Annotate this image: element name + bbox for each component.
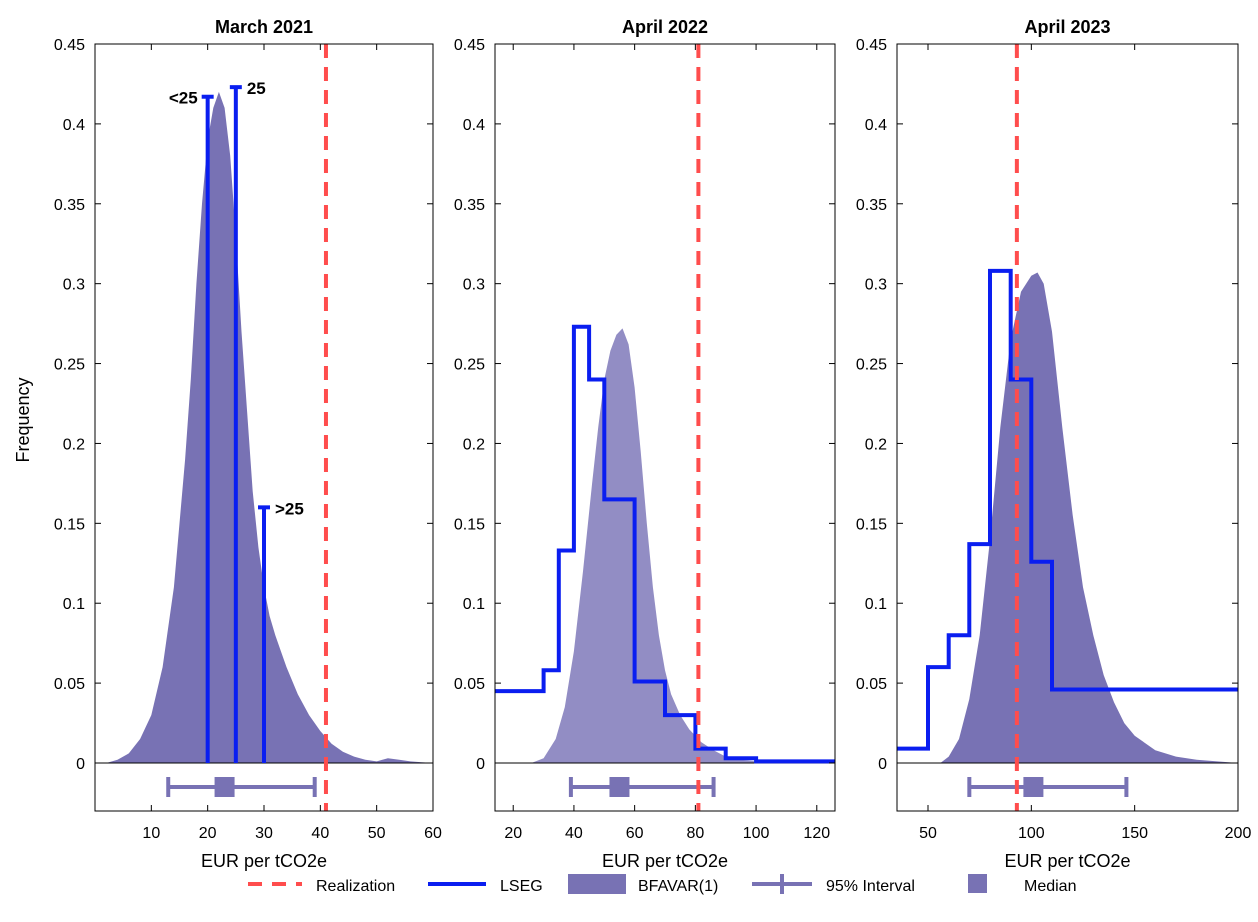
legend-median-label: Median bbox=[1024, 878, 1076, 895]
x-tick-label: 40 bbox=[311, 825, 329, 842]
y-axis-label: Frequency bbox=[13, 377, 33, 462]
y-tick-label: 0.3 bbox=[463, 277, 485, 294]
y-tick-label: 0.15 bbox=[54, 516, 85, 533]
y-tick-label: 0.15 bbox=[454, 516, 485, 533]
y-tick-label: 0.25 bbox=[454, 357, 485, 374]
x-axis-label: EUR per tCO2e bbox=[201, 851, 327, 871]
x-axis-label: EUR per tCO2e bbox=[1004, 851, 1130, 871]
legend-lseg-label: LSEG bbox=[500, 878, 543, 895]
lseg-step-line bbox=[897, 268, 1238, 751]
y-tick-label: 0.15 bbox=[856, 516, 887, 533]
density-area bbox=[106, 91, 434, 763]
x-tick-label: 200 bbox=[1225, 825, 1252, 842]
y-tick-label: 0.35 bbox=[454, 197, 485, 214]
density-area bbox=[531, 328, 835, 763]
y-tick-label: 0.4 bbox=[63, 117, 85, 134]
y-tick-label: 0 bbox=[878, 756, 887, 773]
x-axis-label: EUR per tCO2e bbox=[602, 851, 728, 871]
y-tick-label: 0.2 bbox=[463, 436, 485, 453]
x-tick-label: 50 bbox=[919, 825, 937, 842]
median-marker bbox=[1023, 777, 1044, 797]
y-tick-label: 0.4 bbox=[463, 117, 485, 134]
legend-median-swatch bbox=[968, 874, 987, 893]
y-tick-label: 0.05 bbox=[54, 676, 85, 693]
x-tick-label: 60 bbox=[626, 825, 644, 842]
y-tick-label: 0.45 bbox=[856, 37, 887, 54]
x-tick-label: 20 bbox=[199, 825, 217, 842]
y-tick-label: 0.05 bbox=[856, 676, 887, 693]
legend: Realization LSEG BFAVAR(1) 95% Interval … bbox=[248, 874, 1076, 895]
y-tick-label: 0.3 bbox=[865, 277, 887, 294]
x-tick-label: 10 bbox=[142, 825, 160, 842]
lseg-stem-label: <25 bbox=[169, 89, 198, 108]
median-marker bbox=[214, 777, 235, 797]
x-tick-label: 60 bbox=[424, 825, 442, 842]
y-tick-label: 0.1 bbox=[865, 596, 887, 613]
panel-title: April 2022 bbox=[622, 17, 708, 37]
panel-1: <25 25 >25 0 0.05 0.1 0.15 0.2 0.25 0.3 0.35 0.4 0.4… bbox=[54, 17, 442, 871]
x-tick-label: 80 bbox=[686, 825, 704, 842]
y-tick-label: 0.45 bbox=[454, 37, 485, 54]
panel-title: April 2023 bbox=[1024, 17, 1110, 37]
x-tick-label: 150 bbox=[1121, 825, 1148, 842]
legend-interval-label: 95% Interval bbox=[826, 878, 915, 895]
y-tick-label: 0.05 bbox=[454, 676, 485, 693]
lseg-stem-label: >25 bbox=[275, 499, 304, 518]
median-marker bbox=[609, 777, 630, 797]
panel-3: 0 0.05 0.1 0.15 0.2 0.25 0.3 0.35 0.4 0.45 50 100 15… bbox=[856, 17, 1252, 871]
y-tick-label: 0.25 bbox=[856, 357, 887, 374]
panel-title: March 2021 bbox=[215, 17, 313, 37]
density-area bbox=[940, 272, 1238, 763]
panel-2: 0 0.05 0.1 0.15 0.2 0.25 0.3 0.35 0.4 0.45 20 40 60 8… bbox=[454, 17, 836, 871]
legend-realization-label: Realization bbox=[316, 878, 395, 895]
axes-box bbox=[494, 43, 836, 812]
x-tick-label: 100 bbox=[1018, 825, 1045, 842]
y-tick-label: 0.35 bbox=[856, 197, 887, 214]
x-tick-label: 50 bbox=[368, 825, 386, 842]
y-tick-label: 0.35 bbox=[54, 197, 85, 214]
y-tick-label: 0 bbox=[476, 756, 485, 773]
y-tick-label: 0.2 bbox=[865, 436, 887, 453]
y-tick-label: 0.4 bbox=[865, 117, 887, 134]
legend-bfavar-swatch bbox=[568, 874, 626, 894]
x-tick-label: 30 bbox=[255, 825, 273, 842]
x-tick-label: 20 bbox=[504, 825, 522, 842]
axes-box bbox=[896, 43, 1239, 812]
x-tick-label: 100 bbox=[743, 825, 770, 842]
y-tick-label: 0.2 bbox=[63, 436, 85, 453]
y-tick-label: 0.1 bbox=[63, 596, 85, 613]
y-tick-label: 0.1 bbox=[463, 596, 485, 613]
lseg-step-line bbox=[495, 324, 835, 764]
y-tick-label: 0.3 bbox=[63, 277, 85, 294]
y-tick-label: 0.25 bbox=[54, 357, 85, 374]
y-tick-label: 0.45 bbox=[54, 37, 85, 54]
y-tick-label: 0 bbox=[76, 756, 85, 773]
x-tick-label: 40 bbox=[565, 825, 583, 842]
x-tick-label: 120 bbox=[803, 825, 830, 842]
lseg-stem-label: 25 bbox=[247, 79, 266, 98]
legend-bfavar-label: BFAVAR(1) bbox=[638, 878, 718, 895]
